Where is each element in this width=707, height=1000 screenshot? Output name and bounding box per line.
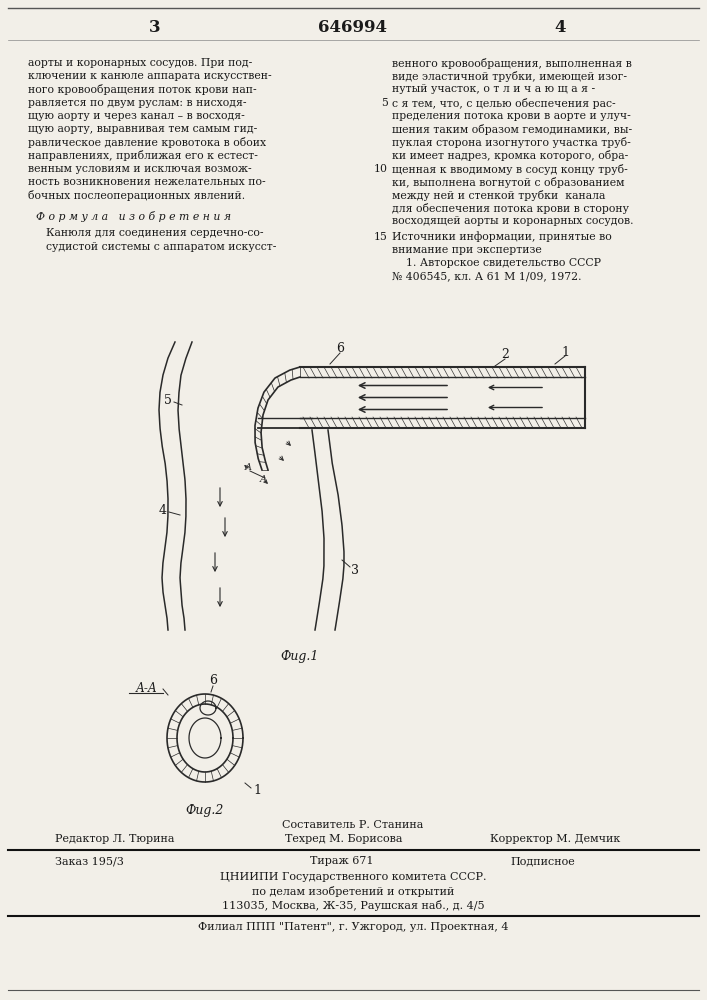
- Text: нутый участок, о т л и ч а ю щ а я -: нутый участок, о т л и ч а ю щ а я -: [392, 84, 595, 94]
- Text: Источники информации, принятые во: Источники информации, принятые во: [392, 232, 612, 242]
- Text: равлическое давление кровотока в обоих: равлическое давление кровотока в обоих: [28, 137, 266, 148]
- Text: направлениях, приближая его к естест-: направлениях, приближая его к естест-: [28, 150, 258, 161]
- Text: аорты и коронарных сосудов. При под-: аорты и коронарных сосудов. При под-: [28, 58, 252, 68]
- Text: 646994: 646994: [318, 19, 387, 36]
- Text: пуклая сторона изогнутого участка труб-: пуклая сторона изогнутого участка труб-: [392, 137, 631, 148]
- Text: Редактор Л. Тюрина: Редактор Л. Тюрина: [55, 834, 175, 844]
- Text: 4: 4: [554, 19, 566, 36]
- Text: 2: 2: [501, 349, 509, 361]
- Text: Составитель Р. Станина: Составитель Р. Станина: [282, 820, 423, 830]
- Text: 3: 3: [351, 564, 359, 576]
- Text: Фиg.2: Фиg.2: [186, 804, 224, 817]
- Text: 1. Авторское свидетельство СССР: 1. Авторское свидетельство СССР: [392, 258, 601, 268]
- Text: виде эластичной трубки, имеющей изог-: виде эластичной трубки, имеющей изог-: [392, 71, 627, 82]
- Text: Ф о р м у л а   и з о б р е т е н и я: Ф о р м у л а и з о б р е т е н и я: [36, 211, 231, 222]
- Text: внимание при экспертизе: внимание при экспертизе: [392, 245, 542, 255]
- Text: 15: 15: [374, 232, 388, 242]
- Text: ки, выполнена вогнутой с образованием: ки, выполнена вогнутой с образованием: [392, 177, 624, 188]
- Text: между ней и стенкой трубки  канала: между ней и стенкой трубки канала: [392, 190, 605, 201]
- Text: ного кровообращения поток крови нап-: ного кровообращения поток крови нап-: [28, 84, 257, 95]
- Text: пределения потока крови в аорте и улуч-: пределения потока крови в аорте и улуч-: [392, 111, 631, 121]
- Text: 1: 1: [253, 784, 261, 796]
- Text: щую аорту и через канал – в восходя-: щую аорту и через канал – в восходя-: [28, 111, 245, 121]
- Text: Техред М. Борисова: Техред М. Борисова: [285, 834, 402, 844]
- Text: шения таким образом гемодинамики, вы-: шения таким образом гемодинамики, вы-: [392, 124, 632, 135]
- Text: щенная к вводимому в сосуд концу труб-: щенная к вводимому в сосуд концу труб-: [392, 164, 628, 175]
- Text: № 406545, кл. А 61 М 1/09, 1972.: № 406545, кл. А 61 М 1/09, 1972.: [392, 271, 581, 281]
- Text: Канюля для соединения сердечно-со-: Канюля для соединения сердечно-со-: [46, 228, 264, 238]
- Text: равляется по двум руслам: в нисходя-: равляется по двум руслам: в нисходя-: [28, 98, 247, 108]
- Text: венным условиям и исключая возмож-: венным условиям и исключая возмож-: [28, 164, 252, 174]
- Text: бочных послеоперационных явлений.: бочных послеоперационных явлений.: [28, 190, 245, 201]
- Text: A: A: [259, 476, 267, 485]
- Text: 6: 6: [336, 342, 344, 355]
- Text: по делам изобретений и открытий: по делам изобретений и открытий: [252, 886, 454, 897]
- Text: Корректор М. Демчик: Корректор М. Демчик: [490, 834, 620, 844]
- Text: восходящей аорты и коронарных сосудов.: восходящей аорты и коронарных сосудов.: [392, 216, 633, 226]
- Text: A: A: [245, 464, 252, 473]
- Text: 10: 10: [374, 164, 388, 174]
- Text: 5: 5: [164, 393, 172, 406]
- Text: Филиал ППП "Патент", г. Ужгород, ул. Проектная, 4: Филиал ППП "Патент", г. Ужгород, ул. Про…: [198, 922, 508, 932]
- Text: с я тем, что, с целью обеспечения рас-: с я тем, что, с целью обеспечения рас-: [392, 98, 616, 109]
- Text: ки имеет надрез, кромка которого, обра-: ки имеет надрез, кромка которого, обра-: [392, 150, 629, 161]
- Text: 1: 1: [561, 346, 569, 359]
- Text: 6: 6: [209, 674, 217, 686]
- Text: Подписное: Подписное: [510, 856, 575, 866]
- Text: Тираж 671: Тираж 671: [310, 856, 373, 866]
- Text: 4: 4: [159, 504, 167, 516]
- Text: 3: 3: [149, 19, 160, 36]
- Text: судистой системы с аппаратом искусст-: судистой системы с аппаратом искусст-: [46, 242, 276, 252]
- Text: ЦНИИПИ Государственного комитета СССР.: ЦНИИПИ Государственного комитета СССР.: [220, 872, 486, 882]
- Text: ность возникновения нежелательных по-: ность возникновения нежелательных по-: [28, 177, 266, 187]
- Text: А-А: А-А: [136, 682, 158, 696]
- Text: для обеспечения потока крови в сторону: для обеспечения потока крови в сторону: [392, 203, 629, 214]
- Text: венного кровообращения, выполненная в: венного кровообращения, выполненная в: [392, 58, 632, 69]
- Text: Фиg.1: Фиg.1: [281, 650, 319, 663]
- Text: 5: 5: [381, 98, 388, 108]
- Text: щую аорту, выравнивая тем самым гид-: щую аорту, выравнивая тем самым гид-: [28, 124, 257, 134]
- Text: 113035, Москва, Ж-35, Раушская наб., д. 4/5: 113035, Москва, Ж-35, Раушская наб., д. …: [222, 900, 484, 911]
- Text: ключении к канюле аппарата искусствен-: ключении к канюле аппарата искусствен-: [28, 71, 271, 81]
- Text: Заказ 195/3: Заказ 195/3: [55, 856, 124, 866]
